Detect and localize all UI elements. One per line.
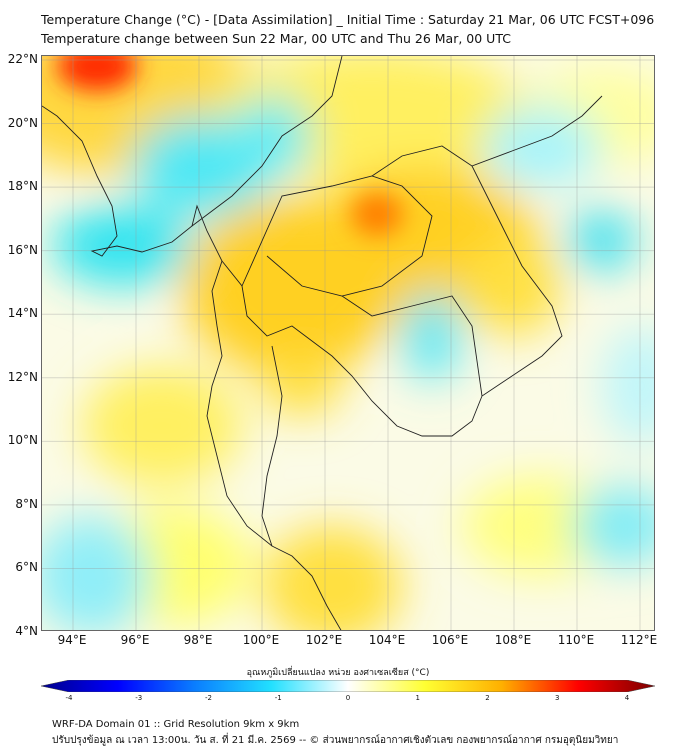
lon-label: 102°E [305, 633, 343, 647]
lat-label: 16°N [7, 242, 38, 257]
temperature-change-map [41, 55, 655, 631]
hot-spot-northwest [57, 56, 137, 91]
colorbar-tick-label: 2 [485, 694, 490, 702]
colorbar-tick-label: 0 [345, 694, 351, 702]
colorbar-title: อุณหภูมิเปลี่ยนแปลง หน่วย องศาเซลเซียส (… [246, 668, 430, 678]
lat-label: 6°N [15, 560, 38, 575]
lon-label: 98°E [183, 633, 213, 647]
lon-label: 110°E [557, 633, 595, 647]
colorbar-tick-label: -4 [65, 694, 73, 702]
lat-label: 14°N [7, 306, 38, 321]
colorbar [41, 680, 655, 692]
colorbar-tick-label: 1 [415, 694, 420, 702]
colorbar-tick-label: -1 [274, 694, 282, 702]
lon-label: 104°E [368, 633, 406, 647]
chart-subtitle: Temperature change between Sun 22 Mar, 0… [41, 31, 511, 46]
colorbar-tick-label: -3 [135, 694, 143, 702]
coastlines-borders [42, 56, 603, 630]
lat-label: 20°N [7, 115, 38, 130]
colorbar-tick-label: -2 [205, 694, 212, 702]
lon-label: 106°E [431, 633, 469, 647]
lat-label: 4°N [15, 624, 38, 639]
footer-credit: ปรับปรุงข้อมูล ณ เวลา 13:00น. วัน ส. ที่… [52, 735, 619, 746]
lon-label: 100°E [242, 633, 280, 647]
lon-label: 108°E [494, 633, 532, 647]
colorbar-tick-label: 3 [555, 694, 560, 702]
lat-label: 8°N [15, 496, 38, 511]
colorbar-tick-label: 4 [624, 694, 630, 702]
lat-label: 22°N [7, 52, 38, 66]
lat-label: 12°N [7, 369, 38, 384]
footer-model-info: WRF-DA Domain 01 :: Grid Resolution 9km … [52, 719, 300, 730]
hot-spot-northeast-thailand [351, 192, 403, 236]
lon-label: 94°E [57, 633, 87, 647]
lat-label: 18°N [7, 179, 38, 194]
lon-label: 112°E [620, 633, 658, 647]
lat-label: 10°N [7, 433, 38, 448]
map-canvas [42, 56, 654, 630]
chart-title: Temperature Change (°C) - [Data Assimila… [41, 12, 655, 27]
lon-label: 96°E [120, 633, 150, 647]
graticule [42, 56, 654, 630]
